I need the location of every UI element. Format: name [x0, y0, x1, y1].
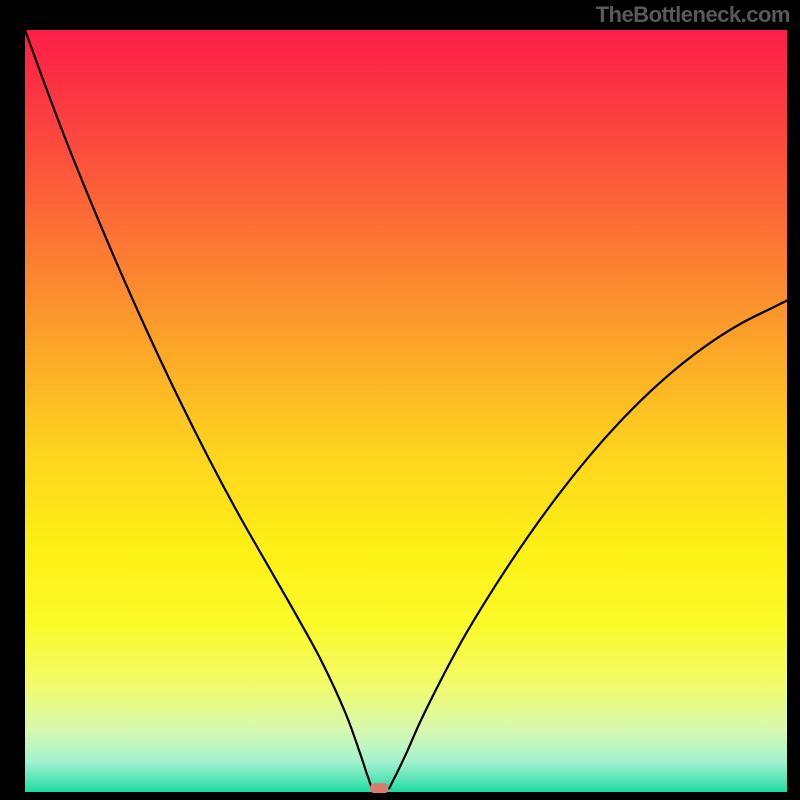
- minimum-marker: [370, 783, 388, 793]
- plot-background: [25, 30, 787, 792]
- bottleneck-chart: [0, 0, 800, 800]
- watermark-text: TheBottleneck.com: [596, 2, 790, 28]
